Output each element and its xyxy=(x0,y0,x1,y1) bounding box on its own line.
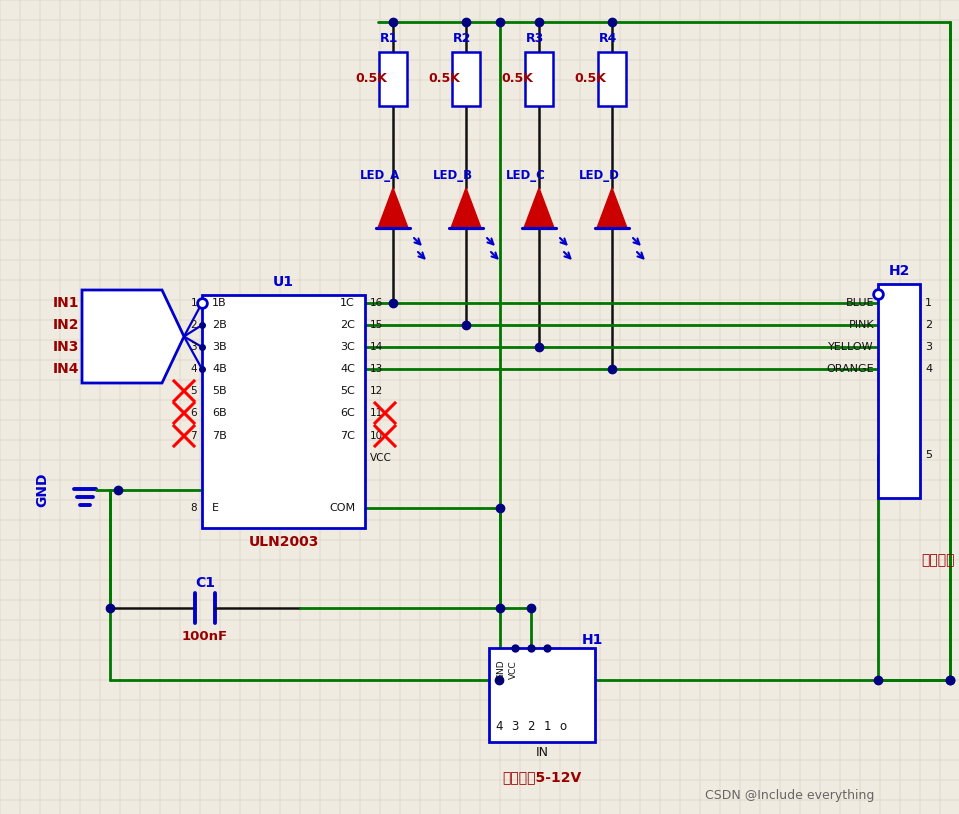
Text: 4: 4 xyxy=(925,364,932,374)
Text: 14: 14 xyxy=(370,342,384,352)
Text: 1B: 1B xyxy=(212,298,226,308)
Text: 3B: 3B xyxy=(212,342,226,352)
Bar xyxy=(452,52,480,106)
Text: 5: 5 xyxy=(925,450,932,460)
Text: YELLOW: YELLOW xyxy=(829,342,874,352)
Text: 3C: 3C xyxy=(340,342,355,352)
Text: 7B: 7B xyxy=(212,431,226,441)
Text: 12: 12 xyxy=(370,386,384,396)
Text: 0.5K: 0.5K xyxy=(428,72,460,85)
Text: 5C: 5C xyxy=(340,386,355,396)
Text: ULN2003: ULN2003 xyxy=(248,535,318,549)
Text: VCC: VCC xyxy=(370,453,392,463)
Text: VCC: VCC xyxy=(508,661,518,680)
Text: 7C: 7C xyxy=(340,431,355,441)
Text: CSDN @Include everything: CSDN @Include everything xyxy=(705,789,875,802)
Text: BLUE: BLUE xyxy=(846,298,874,308)
Text: 8: 8 xyxy=(191,503,197,513)
Text: IN4: IN4 xyxy=(53,362,79,376)
Text: 电机插针: 电机插针 xyxy=(922,553,955,567)
Text: COM: COM xyxy=(329,503,355,513)
Text: IN: IN xyxy=(535,746,549,759)
Text: 1: 1 xyxy=(925,298,932,308)
Text: 4: 4 xyxy=(191,364,197,374)
Text: U1: U1 xyxy=(273,275,294,289)
Text: o: o xyxy=(559,720,567,733)
Polygon shape xyxy=(82,290,184,383)
Text: 3: 3 xyxy=(925,342,932,352)
Text: IN3: IN3 xyxy=(53,340,79,354)
Bar xyxy=(202,295,365,528)
Text: R1: R1 xyxy=(380,32,398,45)
Text: 1C: 1C xyxy=(340,298,355,308)
Text: IN1: IN1 xyxy=(53,296,79,310)
Text: 6C: 6C xyxy=(340,408,355,418)
Text: 0.5K: 0.5K xyxy=(501,72,533,85)
Text: R3: R3 xyxy=(526,32,544,45)
Text: 2: 2 xyxy=(527,720,535,733)
Text: E: E xyxy=(212,503,219,513)
Text: LED_B: LED_B xyxy=(433,169,473,182)
Bar xyxy=(489,648,595,742)
Text: 13: 13 xyxy=(370,364,384,374)
Text: 3: 3 xyxy=(511,720,519,733)
Text: 6B: 6B xyxy=(212,408,226,418)
Text: 16: 16 xyxy=(370,298,384,308)
Text: 10: 10 xyxy=(370,431,384,441)
Text: 5: 5 xyxy=(191,386,197,396)
Text: 2: 2 xyxy=(191,320,197,330)
Text: 6: 6 xyxy=(191,408,197,418)
Text: 电源插针5-12V: 电源插针5-12V xyxy=(503,770,581,784)
Text: GND: GND xyxy=(497,659,505,681)
Text: 0.5K: 0.5K xyxy=(355,72,386,85)
Text: C1: C1 xyxy=(195,576,215,590)
Text: R2: R2 xyxy=(453,32,471,45)
Text: 2B: 2B xyxy=(212,320,226,330)
Text: 2C: 2C xyxy=(340,320,355,330)
Text: H1: H1 xyxy=(582,633,603,647)
Bar xyxy=(525,52,553,106)
Text: 11: 11 xyxy=(370,408,384,418)
Text: 0.5K: 0.5K xyxy=(574,72,606,85)
Text: 4: 4 xyxy=(495,720,503,733)
Polygon shape xyxy=(451,188,481,228)
Bar xyxy=(878,284,920,498)
Text: LED_A: LED_A xyxy=(360,169,400,182)
Text: 2: 2 xyxy=(925,320,932,330)
Text: 5B: 5B xyxy=(212,386,226,396)
Text: LED_C: LED_C xyxy=(506,169,546,182)
Text: H2: H2 xyxy=(888,264,910,278)
Text: PINK: PINK xyxy=(849,320,874,330)
Text: 7: 7 xyxy=(191,431,197,441)
Text: 3: 3 xyxy=(191,342,197,352)
Text: GND: GND xyxy=(35,473,49,507)
Text: 15: 15 xyxy=(370,320,384,330)
Polygon shape xyxy=(524,188,554,228)
Polygon shape xyxy=(597,188,627,228)
Text: R4: R4 xyxy=(598,32,618,45)
Text: 4C: 4C xyxy=(340,364,355,374)
Polygon shape xyxy=(378,188,408,228)
Bar xyxy=(598,52,626,106)
Text: IN2: IN2 xyxy=(53,318,79,332)
Text: ORANGE: ORANGE xyxy=(827,364,874,374)
Text: LED_D: LED_D xyxy=(578,169,620,182)
Text: 4B: 4B xyxy=(212,364,226,374)
Bar xyxy=(379,52,407,106)
Text: 1: 1 xyxy=(191,298,197,308)
Text: 100nF: 100nF xyxy=(182,629,228,642)
Text: 1: 1 xyxy=(543,720,550,733)
